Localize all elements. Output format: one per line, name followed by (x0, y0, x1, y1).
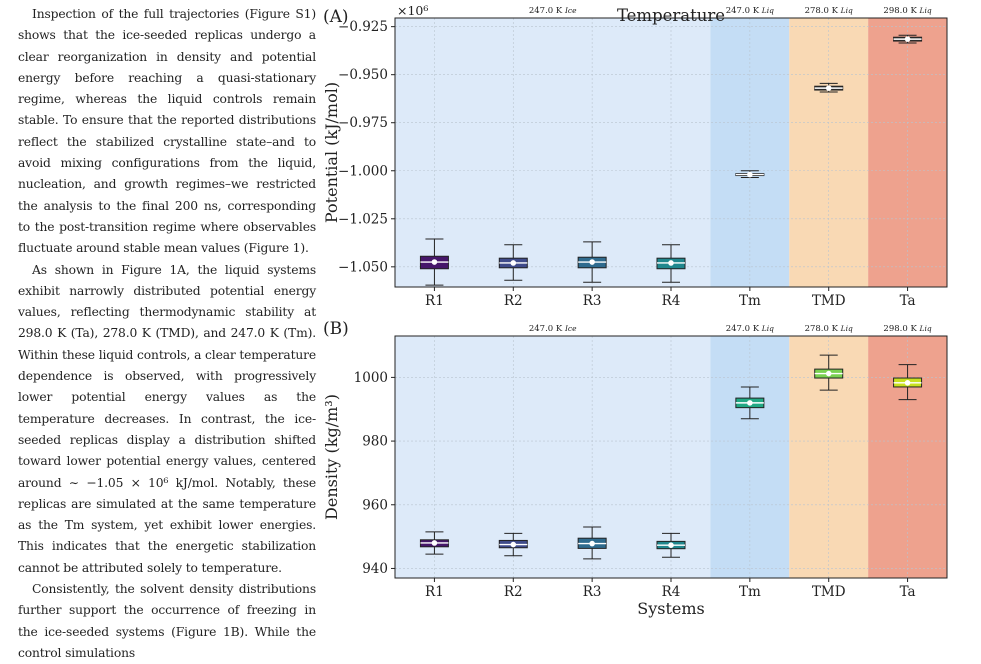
panel-label: (A) (323, 7, 349, 27)
x-tick-label: Tm (739, 293, 761, 309)
mean-marker (747, 171, 753, 178)
x-tick-label: R2 (504, 293, 523, 309)
region-label: 247.0 K Ice (529, 6, 577, 16)
mean-marker (668, 542, 674, 549)
mean-marker (589, 540, 595, 547)
box-r3 (577, 526, 607, 560)
box-ta (893, 34, 923, 44)
mean-marker (747, 400, 753, 406)
y-tick-label: −1.025 (338, 211, 388, 227)
y-axis-label: Potential (kJ/mol) (322, 82, 341, 223)
figure-svg: −0.925 −0.950 −0.975 −1.000 −1.025 −1.050 R1 R2… (322, 3, 948, 618)
region-label: 298.0 K Liq (883, 6, 931, 16)
region-label: 298.0 K Liq (883, 324, 931, 334)
region-label: 278.0 K Liq (805, 6, 853, 16)
box-r3 (577, 241, 607, 283)
body-text-column: Inspection of the full trajectories (Fig… (18, 4, 316, 664)
x-tick-label: R4 (662, 584, 681, 600)
box-tmd (814, 354, 844, 391)
mean-marker (510, 260, 517, 266)
paragraph: As shown in Figure 1A, the liquid system… (18, 262, 316, 575)
region-label: 247.0 K Liq (726, 324, 774, 334)
paragraph: Inspection of the full trajectories (Fig… (18, 7, 316, 256)
y-tick-label: −0.950 (338, 67, 388, 83)
y-tick-label: 980 (362, 434, 388, 450)
box-tm (735, 170, 765, 178)
mean-marker (904, 36, 911, 42)
x-tick-label: Ta (900, 584, 916, 600)
x-tick-label: R3 (583, 584, 602, 600)
chart-panel-a: −0.925 −0.950 −0.975 −1.000 −1.025 −1.050 R1 R2… (322, 3, 948, 309)
mean-marker (825, 85, 832, 91)
y-tick-label: −0.975 (338, 115, 388, 131)
mean-marker (589, 259, 595, 265)
mean-marker (431, 259, 438, 265)
box-r2 (498, 532, 528, 557)
x-axis-label: Systems (637, 599, 705, 618)
chart-title: Temperature (617, 6, 725, 25)
y-axis-label: Density (kg/m³) (322, 394, 341, 520)
box-r4 (656, 244, 686, 283)
temperature-region (395, 18, 711, 287)
mean-marker (825, 370, 832, 377)
box-tm (735, 386, 765, 420)
region-label: 247.0 K Liq (726, 6, 774, 16)
y-tick-label: −0.925 (338, 19, 388, 35)
box-r2 (498, 244, 528, 281)
box-tmd (814, 82, 844, 93)
chart-panel-b: 940 960 980 1000 R1 R2 R3 R4 Tm TMD Ta 247.0 K Ice 2… (322, 319, 948, 618)
x-tick-label: TMD (812, 584, 846, 600)
mean-marker (510, 541, 517, 548)
mean-marker (668, 260, 674, 266)
mean-marker (904, 380, 911, 386)
region-label: 247.0 K Ice (529, 324, 577, 334)
y-tick-label: 960 (362, 497, 388, 513)
paragraph: Consistently, the solvent density distri… (18, 582, 316, 660)
temperature-region (395, 336, 711, 578)
x-tick-label: TMD (812, 293, 846, 309)
x-tick-label: R1 (425, 584, 444, 600)
figure-1: −0.925 −0.950 −0.975 −1.000 −1.025 −1.050 R1 R2… (320, 0, 981, 646)
box-r1 (419, 531, 449, 555)
x-tick-label: R4 (662, 293, 681, 309)
y-tick-label: −1.000 (338, 163, 388, 179)
x-tick-label: Ta (900, 293, 916, 309)
y-tick-label: 1000 (354, 370, 388, 386)
axis-offset-label: ×10⁶ (397, 3, 428, 18)
box-r1 (419, 238, 449, 286)
box-r4 (656, 532, 686, 558)
x-tick-label: Tm (739, 584, 761, 600)
panel-label: (B) (323, 319, 349, 339)
mean-marker (431, 540, 438, 546)
x-tick-label: R1 (425, 293, 444, 309)
y-tick-label: 940 (362, 561, 388, 577)
y-tick-label: −1.050 (338, 259, 388, 275)
x-tick-label: R2 (504, 584, 523, 600)
box-ta (893, 364, 923, 401)
region-label: 278.0 K Liq (805, 324, 853, 334)
x-tick-label: R3 (583, 293, 602, 309)
